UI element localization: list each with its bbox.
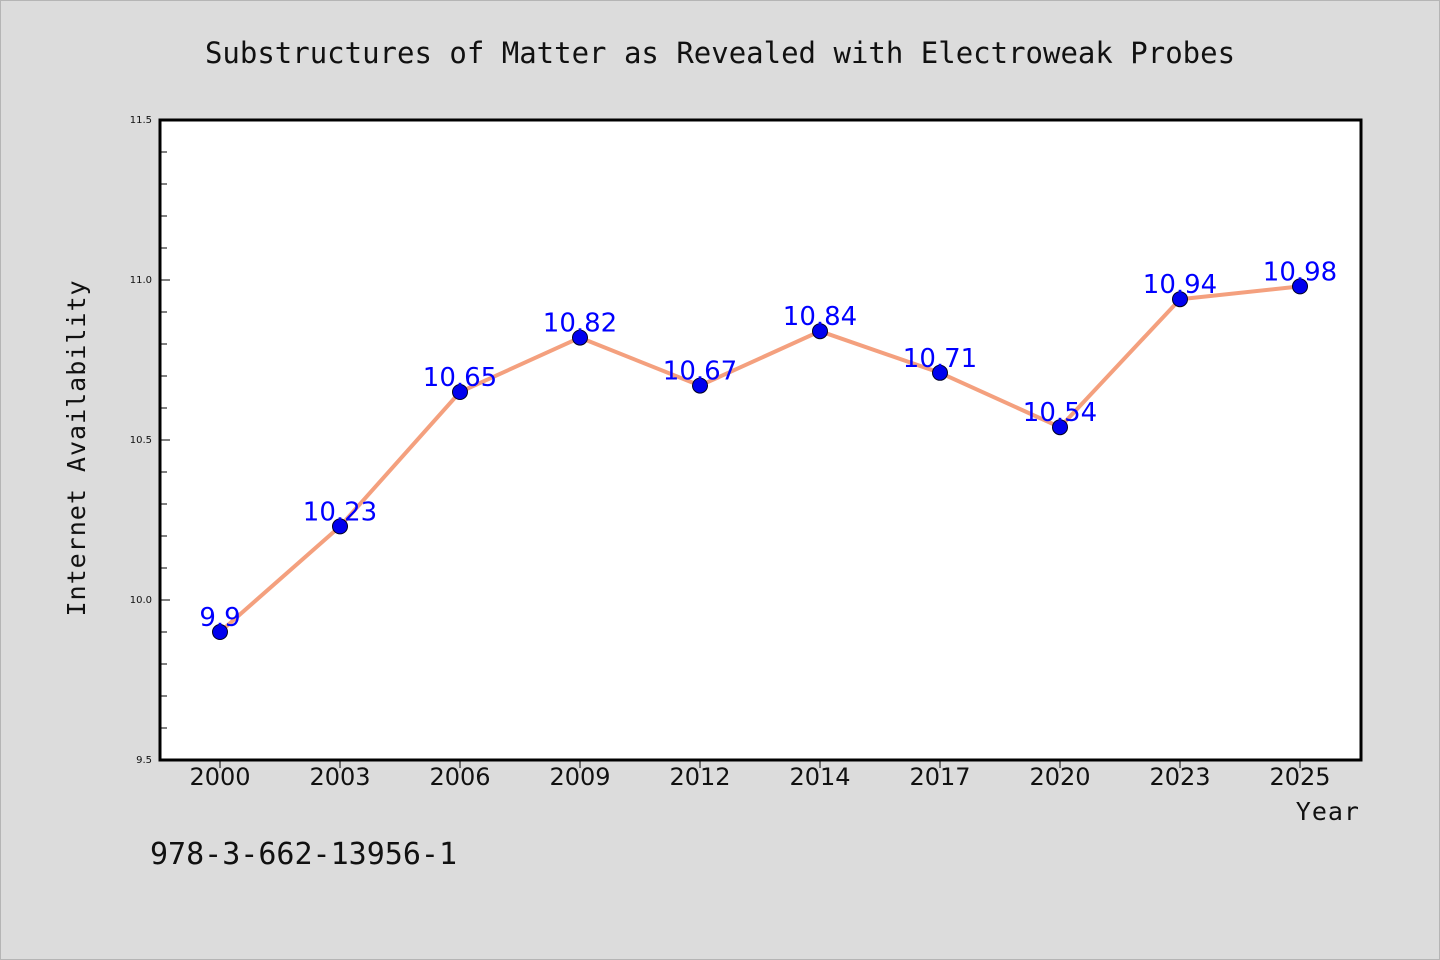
data-label: 10.84 bbox=[783, 302, 857, 332]
data-point bbox=[932, 364, 948, 381]
data-point bbox=[1292, 278, 1308, 295]
x-tick-label: 2006 bbox=[429, 763, 490, 791]
x-tick-label: 2012 bbox=[669, 763, 730, 791]
data-label: 10.23 bbox=[303, 497, 377, 527]
y-axis-label: Internet Availability bbox=[62, 279, 91, 616]
data-label: 10.98 bbox=[1263, 257, 1337, 287]
x-tick-label: 2003 bbox=[309, 763, 370, 791]
data-label: 10.54 bbox=[1023, 398, 1097, 428]
x-tick-label: 2009 bbox=[549, 763, 610, 791]
data-label: 10.82 bbox=[543, 309, 617, 339]
x-tick-label: 2017 bbox=[909, 763, 970, 791]
data-point bbox=[812, 323, 828, 340]
data-label: 10.67 bbox=[663, 357, 737, 387]
x-axis-label: Year bbox=[1296, 797, 1360, 826]
x-axis: 2000 2003 2006 2009 2012 2014 2017 2020 2023 2025 bbox=[189, 760, 1331, 791]
y-tick-label: 10.5 bbox=[130, 435, 152, 446]
series-group bbox=[212, 278, 1308, 640]
data-point bbox=[1052, 419, 1068, 436]
x-tick-label: 2014 bbox=[789, 763, 850, 791]
data-point bbox=[572, 329, 588, 346]
plot-area bbox=[158, 118, 1363, 762]
data-labels-group: 9.9 10.23 10.65 10.82 10.67 10.84 10.71 10.54 10… bbox=[199, 257, 1337, 633]
data-label: 10.65 bbox=[423, 363, 497, 393]
data-label: 9.9 bbox=[199, 603, 240, 633]
y-axis: 9.5 10.0 10.5 11.0 11.5 bbox=[130, 115, 170, 766]
data-label: 10.94 bbox=[1143, 270, 1217, 300]
x-tick-label: 2000 bbox=[189, 763, 250, 791]
x-tick-label: 2025 bbox=[1269, 763, 1330, 791]
data-point bbox=[332, 518, 348, 535]
y-tick-label: 10.0 bbox=[130, 595, 152, 606]
data-point bbox=[692, 377, 708, 394]
data-label: 10.71 bbox=[903, 344, 977, 374]
x-tick-label: 2020 bbox=[1029, 763, 1090, 791]
y-tick-label: 11.5 bbox=[130, 115, 152, 126]
data-point bbox=[1172, 291, 1188, 308]
chart-title: Substructures of Matter as Revealed with… bbox=[205, 36, 1235, 70]
data-point bbox=[452, 384, 468, 400]
y-tick-label: 11.0 bbox=[130, 275, 152, 286]
x-tick-label: 2023 bbox=[1149, 763, 1210, 791]
y-tick-label: 9.5 bbox=[136, 755, 152, 766]
isbn-code: 978-3-662-13956-1 bbox=[150, 837, 457, 872]
data-point bbox=[212, 624, 228, 640]
series-line bbox=[218, 284, 1301, 634]
